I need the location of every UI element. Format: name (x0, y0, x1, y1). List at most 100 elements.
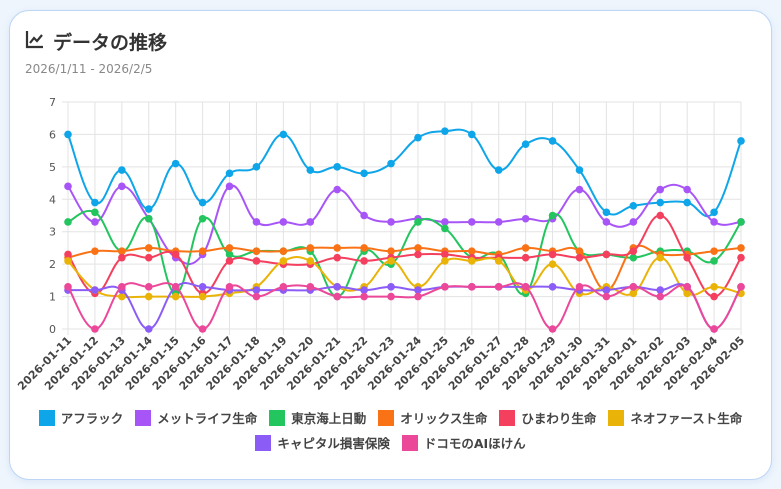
data-point (198, 283, 207, 291)
data-point (629, 218, 638, 226)
data-point (91, 325, 99, 333)
legend-item[interactable]: アフラック (38, 408, 123, 427)
data-point (171, 159, 180, 168)
data-point (144, 253, 153, 262)
series-line (67, 128, 742, 218)
legend-item[interactable]: ひまわり生命 (499, 408, 596, 427)
data-point (548, 283, 557, 291)
data-point (225, 283, 234, 291)
data-point (575, 283, 584, 291)
data-point (494, 283, 503, 291)
data-point (414, 250, 422, 259)
data-point (656, 211, 665, 220)
data-point (468, 257, 476, 265)
data-point (333, 163, 342, 171)
legend-item[interactable]: ドコモのAIほけん (401, 433, 526, 452)
data-point (333, 253, 342, 262)
data-point (737, 218, 745, 226)
legend-item[interactable]: ネオファースト生命 (608, 408, 742, 427)
data-point (225, 244, 234, 252)
data-point (64, 182, 72, 191)
legend-swatch (255, 434, 272, 451)
data-point (629, 253, 638, 262)
data-point (710, 247, 718, 255)
data-point (656, 253, 665, 262)
data-point (710, 292, 718, 301)
data-point (710, 208, 718, 217)
data-point (198, 247, 207, 255)
data-point (521, 244, 530, 252)
data-point (360, 244, 368, 252)
legend-item[interactable]: 東京海上日動 (269, 408, 366, 427)
data-point (144, 244, 153, 252)
data-point (333, 292, 342, 301)
data-point (306, 244, 315, 252)
data-point (683, 253, 691, 262)
data-point (198, 214, 207, 223)
data-point (414, 133, 422, 142)
data-point (144, 214, 153, 223)
data-point (118, 283, 126, 291)
data-point (414, 244, 422, 252)
data-point (629, 201, 638, 210)
data-point (118, 247, 126, 255)
data-point (494, 257, 503, 265)
data-point (171, 292, 180, 301)
data-point (387, 159, 395, 168)
data-point (441, 257, 449, 265)
data-point (521, 214, 530, 223)
data-point (333, 244, 342, 252)
data-point (171, 283, 180, 291)
data-point (602, 286, 611, 294)
data-point (118, 253, 126, 262)
data-point (225, 257, 234, 265)
data-point (548, 211, 557, 220)
data-point (279, 218, 288, 226)
data-point (602, 208, 611, 217)
data-point (118, 292, 126, 301)
legend-item[interactable]: キャピタル損害保険 (255, 433, 390, 452)
data-point (468, 247, 476, 255)
legend-label: ドコモのAIほけん (423, 436, 526, 451)
data-point (548, 260, 557, 268)
legend-swatch (499, 409, 516, 426)
data-point (521, 140, 530, 148)
y-tick-label: 7 (49, 96, 56, 109)
data-point (306, 166, 315, 174)
data-point (387, 218, 395, 226)
data-point (144, 205, 153, 213)
data-point (171, 250, 180, 259)
data-point (252, 247, 261, 255)
legend-swatch (269, 409, 286, 426)
data-point (91, 286, 99, 294)
data-point (575, 247, 584, 255)
legend-label: オリックス生命 (400, 411, 488, 426)
data-point (279, 283, 288, 291)
data-point (737, 283, 745, 291)
legend-swatch (608, 409, 625, 426)
data-point (602, 218, 611, 226)
data-point (91, 208, 99, 217)
data-point (575, 253, 584, 262)
legend-swatch (401, 434, 418, 451)
data-point (118, 166, 126, 174)
data-point (414, 218, 422, 226)
legend-swatch (378, 409, 395, 426)
data-point (548, 250, 557, 259)
data-point (468, 130, 476, 139)
data-point (64, 250, 72, 259)
data-point (441, 283, 449, 291)
legend-item[interactable]: オリックス生命 (378, 408, 487, 427)
data-point (279, 130, 288, 139)
y-tick-label: 1 (49, 291, 56, 304)
data-point (252, 292, 261, 301)
legend: アフラック メットライフ生命 東京海上日動 オリックス生命 ひまわり生命 ネオファースト生… (0, 408, 781, 427)
data-point (441, 127, 449, 135)
data-point (602, 250, 611, 259)
data-point (360, 169, 368, 178)
data-point (737, 253, 745, 262)
legend-item[interactable]: メットライフ生命 (135, 408, 257, 427)
data-point (91, 247, 99, 255)
data-point (710, 283, 718, 291)
